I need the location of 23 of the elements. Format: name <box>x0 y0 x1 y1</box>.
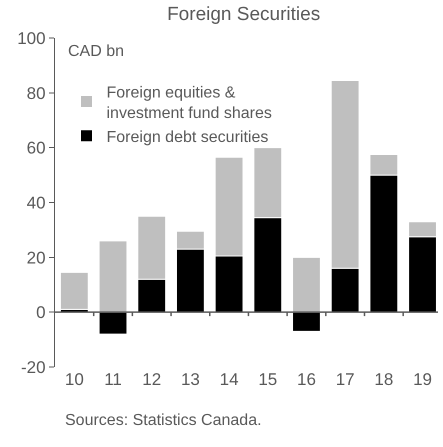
x-tick-label: 16 <box>297 370 316 389</box>
bar <box>60 272 89 310</box>
y-tick-label: 80 <box>26 84 46 103</box>
legend-label: Foreign equities & investment fund shares <box>106 84 272 122</box>
chart-title: Foreign Securities <box>167 4 320 26</box>
x-tick-label: 17 <box>336 370 355 389</box>
y-tick-label: 60 <box>26 138 46 158</box>
x-tick-label: 19 <box>413 370 432 389</box>
x-tick-label: 18 <box>374 370 394 389</box>
y-tick-label: 100 <box>17 28 46 48</box>
x-tick-label: 12 <box>142 370 162 389</box>
y-tick-label: 20 <box>26 248 46 268</box>
y-tick-label: 0 <box>36 303 46 322</box>
source-note: Sources: Statistics Canada. <box>65 412 262 429</box>
y-tick-label: 40 <box>26 193 46 212</box>
x-tick-label: 10 <box>64 370 84 389</box>
y-tick-label: -20 <box>21 358 46 377</box>
legend-label: Foreign debt securities <box>106 128 268 146</box>
annotation: CAD bn <box>68 43 124 60</box>
x-tick-label: 13 <box>180 370 200 389</box>
x-tick-label: 11 <box>104 370 122 389</box>
x-tick-label: 14 <box>220 370 239 389</box>
x-tick-label: 15 <box>258 370 278 389</box>
